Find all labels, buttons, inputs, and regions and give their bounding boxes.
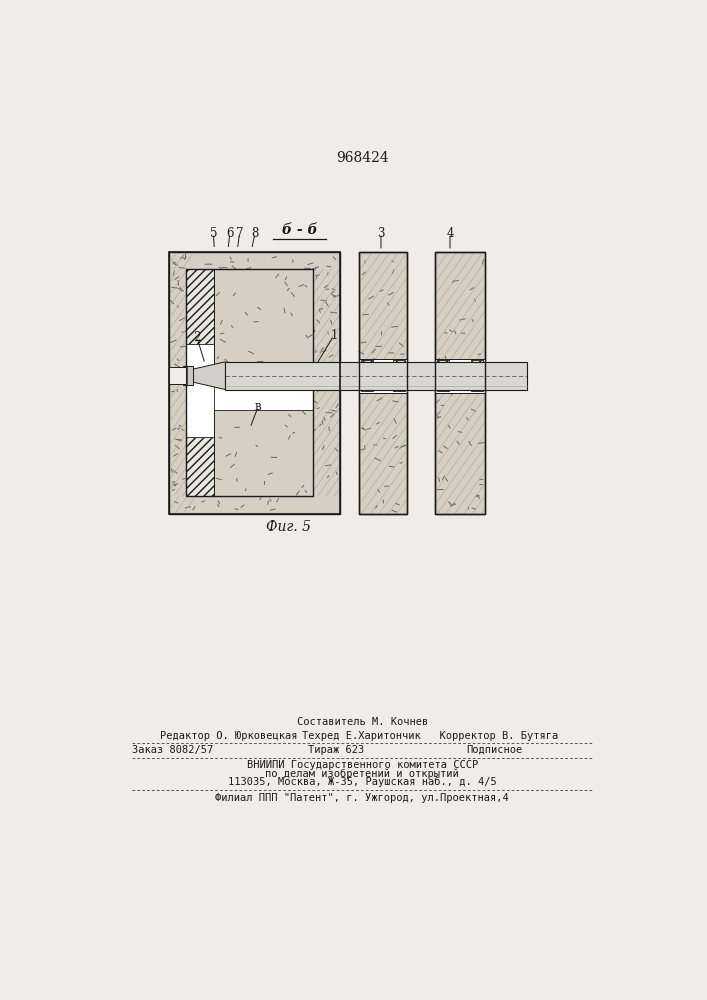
Text: Редактор О. Юрковецкая: Редактор О. Юрковецкая [160,731,297,741]
Text: 3: 3 [378,227,385,240]
Text: в: в [255,400,262,413]
Bar [169,367,187,384]
Polygon shape [192,362,226,389]
Text: Тираж 623: Тираж 623 [308,745,364,755]
Text: Техред Е.Харитончик   Корректор В. Бутяга: Техред Е.Харитончик Корректор В. Бутяга [302,731,559,741]
Bar [393,360,405,391]
Text: б - б: б - б [281,223,317,237]
Bar [186,344,214,437]
Bar [170,252,340,514]
Text: 6: 6 [226,227,233,240]
Text: Составитель М. Кочнев: Составитель М. Кочнев [297,717,428,727]
Text: 5: 5 [209,227,217,240]
Bar [186,269,214,344]
Bar [214,371,313,410]
Text: 4: 4 [446,227,454,240]
Bar [186,437,214,496]
Bar [186,269,313,496]
Bar [359,359,407,393]
Bar [183,366,193,385]
Bar [359,252,407,514]
Text: Заказ 8082/57: Заказ 8082/57 [132,745,214,755]
Text: Фиг. 5: Фиг. 5 [266,520,311,534]
Bar [435,359,485,393]
Bar [437,360,449,391]
Text: по делам изобретений и открытий: по делам изобретений и открытий [265,768,460,779]
Bar [214,269,313,371]
Bar [226,362,527,389]
Bar [361,360,373,391]
Bar [435,252,485,514]
Text: 2: 2 [193,331,201,344]
Text: Филиал ППП "Патент", г. Ужгород, ул.Проектная,4: Филиал ППП "Патент", г. Ужгород, ул.Прое… [216,793,509,803]
Bar [214,410,313,496]
Bar [435,252,485,514]
Bar [359,252,407,514]
Text: 8: 8 [251,227,259,240]
Bar [471,360,483,391]
Text: ВНИИПИ Государственного комитета СССР: ВНИИПИ Государственного комитета СССР [247,760,478,770]
Text: 7: 7 [236,227,243,240]
Text: 968424: 968424 [336,151,389,165]
Text: 113035, Москва, Ж-35, Раушская наб., д. 4/5: 113035, Москва, Ж-35, Раушская наб., д. … [228,777,497,787]
Text: 1: 1 [330,329,337,342]
Text: Подписное: Подписное [467,745,522,755]
Bar [170,252,340,514]
